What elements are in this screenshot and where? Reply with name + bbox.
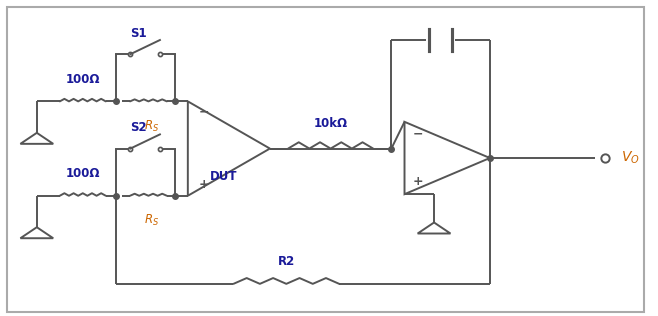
Text: +: + (413, 175, 423, 188)
Text: 10kΩ: 10kΩ (314, 117, 347, 130)
Text: 100Ω: 100Ω (66, 167, 100, 180)
FancyBboxPatch shape (7, 7, 644, 312)
Text: $R_S$: $R_S$ (144, 213, 159, 228)
Text: DUT: DUT (210, 170, 238, 183)
Text: −: − (199, 106, 209, 119)
Text: $R_S$: $R_S$ (144, 119, 159, 134)
Text: −: − (413, 128, 423, 141)
Text: $V_O$: $V_O$ (621, 150, 640, 166)
Text: 100Ω: 100Ω (66, 73, 100, 86)
Text: R2: R2 (278, 255, 295, 268)
Text: +: + (199, 178, 209, 191)
Text: S2: S2 (130, 121, 147, 134)
Text: S1: S1 (130, 27, 147, 40)
